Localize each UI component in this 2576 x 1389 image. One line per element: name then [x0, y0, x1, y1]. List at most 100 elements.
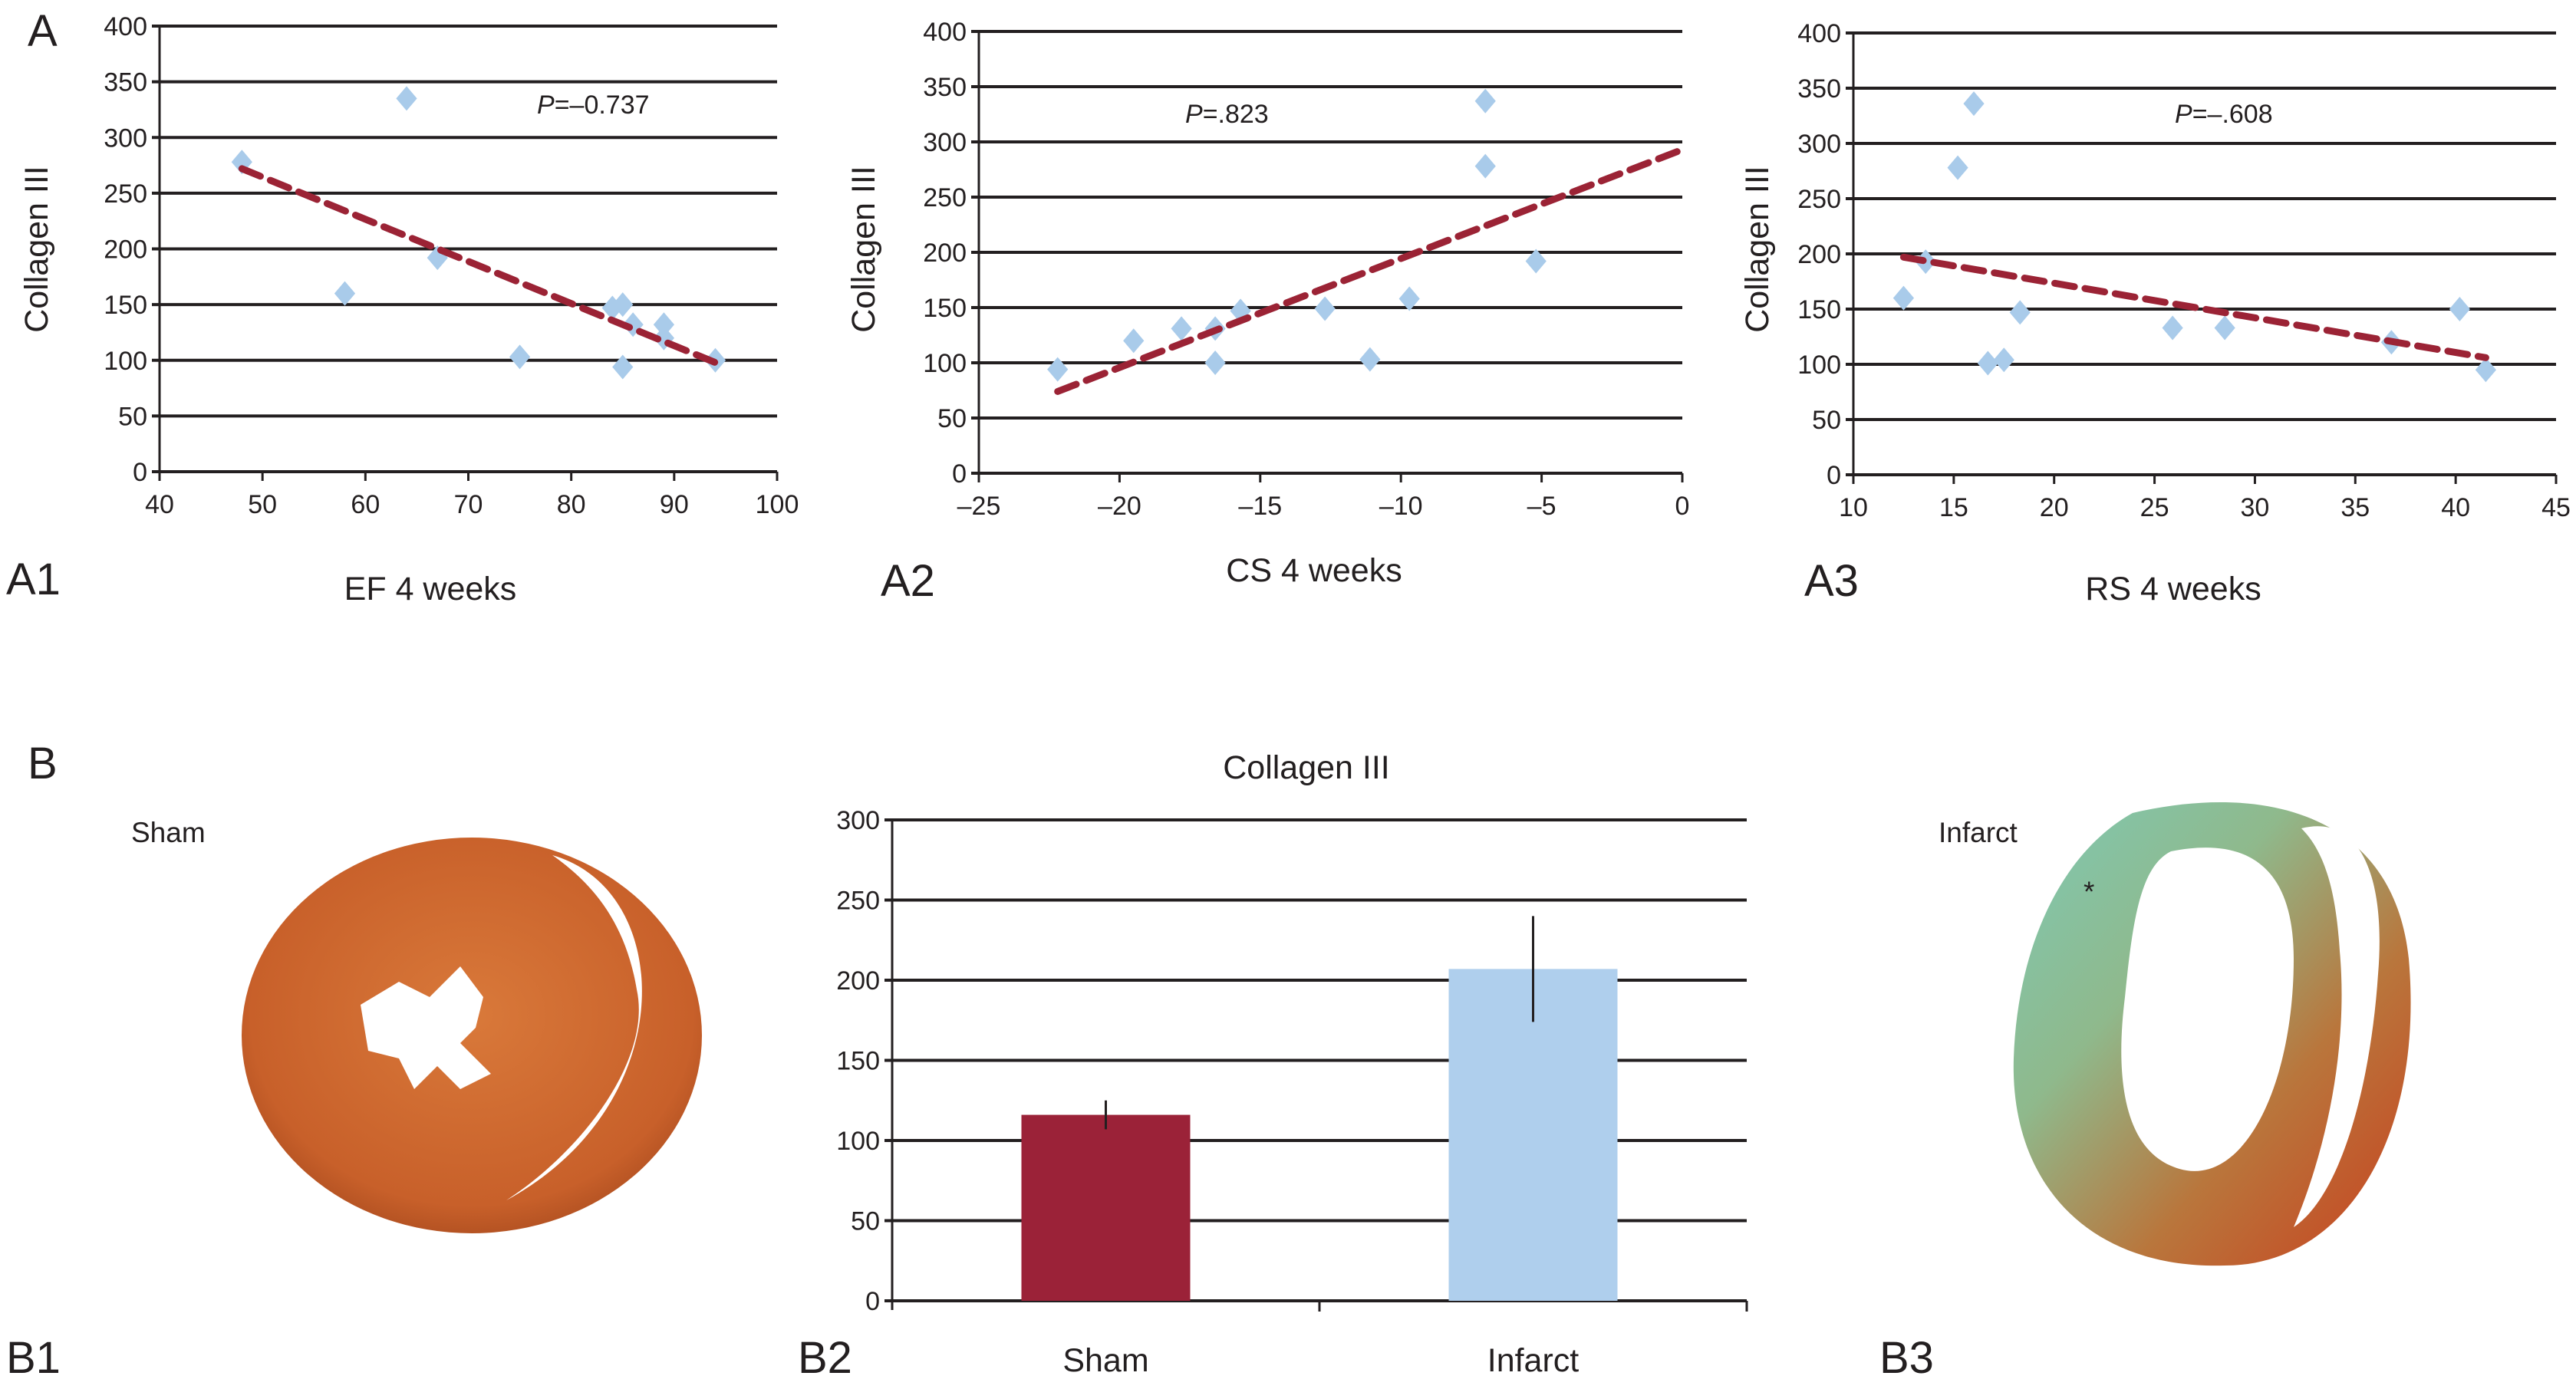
y-tick-label: 350 — [104, 68, 147, 97]
correlation-annotation: P=–.608 — [2175, 100, 2273, 129]
panel-label-a: A — [28, 6, 58, 56]
x-tick-label: 80 — [557, 490, 586, 519]
x-axis-title: RS 4 weeks — [2085, 571, 2261, 607]
y-tick-label: 150 — [1797, 295, 1841, 324]
y-tick-label: 0 — [952, 459, 967, 489]
panel-label-a1: A1 — [6, 555, 61, 604]
x-tick-label: 0 — [1675, 492, 1690, 521]
panel-label-a3: A3 — [1804, 556, 1859, 606]
x-tick-label: 100 — [756, 490, 799, 519]
y-tick-label: 150 — [836, 1047, 880, 1076]
data-point — [1123, 328, 1145, 354]
data-point — [612, 354, 634, 380]
y-tick-label: 250 — [836, 887, 880, 916]
y-axis-title: Collagen III — [18, 166, 55, 333]
sham-image-label: Sham — [131, 817, 206, 848]
y-tick-label: 350 — [1797, 74, 1841, 104]
y-tick-label: 100 — [923, 349, 967, 378]
y-tick-label: 300 — [104, 123, 147, 153]
data-point — [601, 295, 623, 321]
scatter-chart-a3: 0 50 100 150 200 250 300 350 400 10 15 20 25 30 35 40 45… — [1739, 19, 2571, 607]
correlation-annotation: P=–0.737 — [537, 91, 650, 120]
data-point — [653, 312, 675, 337]
data-point — [1230, 298, 1251, 324]
data-point — [1474, 88, 1496, 114]
data-point — [1171, 316, 1192, 341]
y-tick-label: 100 — [836, 1127, 880, 1156]
y-tick-label: 50 — [851, 1207, 880, 1236]
data-point — [1398, 286, 1420, 311]
panel-label-b3: B3 — [1879, 1333, 1934, 1383]
data-point — [1359, 347, 1381, 372]
data-point — [2449, 297, 2470, 321]
x-tick-label: –20 — [1098, 492, 1141, 521]
y-axis-title: Collagen III — [1739, 166, 1776, 333]
y-tick-label: 200 — [923, 239, 967, 268]
x-category-label: Infarct — [1487, 1342, 1580, 1379]
data-point — [1947, 155, 1968, 180]
y-tick-label: 150 — [104, 291, 147, 320]
y-tick-label: 300 — [836, 806, 880, 835]
y-tick-label: 400 — [104, 12, 147, 41]
x-tick-label: 45 — [2541, 493, 2571, 522]
y-tick-label: 300 — [1797, 130, 1841, 159]
x-axis-title: CS 4 weeks — [1226, 552, 1402, 589]
y-tick-label: 150 — [923, 294, 967, 323]
scatter-chart-a2: 0 50 100 150 200 250 300 350 400 –25 –20 –15 –10 –5 0 P… — [845, 18, 1689, 589]
y-tick-label: 300 — [923, 128, 967, 157]
x-category-label: Sham — [1062, 1342, 1148, 1379]
y-tick-label: 100 — [104, 347, 147, 376]
y-tick-label: 100 — [1797, 351, 1841, 380]
trendline — [238, 165, 719, 367]
panel-label-a2: A2 — [881, 556, 935, 606]
infarct-image-label: Infarct — [1939, 817, 2018, 848]
x-tick-label: 15 — [1939, 493, 1968, 522]
annotation-value: =.823 — [1203, 100, 1269, 129]
y-tick-label: 200 — [1797, 240, 1841, 269]
y-tick-label: 200 — [836, 966, 880, 996]
y-tick-label: 50 — [118, 402, 147, 431]
panel-label-b1: B1 — [6, 1333, 61, 1383]
x-tick-label: 40 — [145, 490, 174, 519]
data-point — [1892, 285, 1915, 311]
y-tick-label: 0 — [1827, 461, 1841, 490]
y-tick-label: 250 — [1797, 185, 1841, 214]
x-tick-label: 35 — [2340, 493, 2370, 522]
y-tick-label: 0 — [865, 1287, 880, 1316]
x-axis-title: EF 4 weeks — [344, 571, 517, 607]
data-point — [1977, 351, 1998, 376]
annotation-p: P — [1185, 100, 1203, 129]
data-point — [1314, 296, 1336, 321]
data-point — [612, 292, 634, 318]
y-tick-label: 250 — [104, 179, 147, 209]
annotation-p: P — [537, 91, 555, 120]
annotation-p: P — [2175, 100, 2192, 129]
bar-sham — [1021, 1114, 1191, 1301]
data-point — [509, 344, 531, 370]
infarct-heart-image: Infarct * — [1939, 801, 2411, 1266]
infarct-asterisk: * — [2084, 876, 2094, 907]
x-tick-label: 70 — [454, 490, 483, 519]
y-tick-label: 50 — [1812, 406, 1841, 435]
x-tick-label: –15 — [1238, 492, 1282, 521]
y-tick-label: 350 — [923, 73, 967, 102]
panel-label-b2: B2 — [798, 1333, 852, 1383]
y-tick-label: 50 — [937, 404, 967, 433]
data-point — [1204, 351, 1226, 375]
trendline — [1899, 253, 2489, 361]
chart-title: Collagen III — [1223, 749, 1390, 786]
y-tick-label: 200 — [104, 235, 147, 265]
data-point — [1963, 91, 1985, 117]
y-axis-title: Collagen III — [845, 166, 882, 333]
panel-label-b: B — [28, 739, 58, 788]
data-point — [1047, 357, 1069, 382]
y-tick-label: 0 — [133, 458, 147, 487]
scatter-chart-a1: 0 50 100 150 200 250 300 350 400 40 50 60 70 80 90 100 P… — [18, 12, 799, 607]
data-point — [334, 281, 356, 306]
x-tick-label: 20 — [2040, 493, 2069, 522]
bar-infarct — [1448, 969, 1618, 1301]
y-tick-label: 250 — [923, 183, 967, 212]
data-point — [2009, 300, 2031, 325]
x-tick-label: 25 — [2140, 493, 2169, 522]
